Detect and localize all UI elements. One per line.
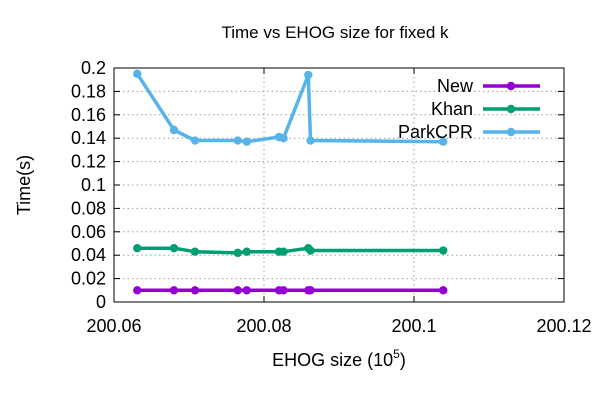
y-tick-label: 0.06 — [71, 222, 106, 242]
y-axis-label: Time(s) — [14, 155, 34, 215]
data-point-new — [279, 286, 288, 295]
data-point-khan — [169, 243, 179, 253]
series-parkcpr — [133, 69, 448, 146]
legend-label-khan: Khan — [431, 99, 473, 119]
data-point-parkcpr — [306, 136, 315, 145]
data-point-parkcpr — [242, 137, 251, 146]
data-point-new — [169, 286, 179, 295]
y-tick-label: 0.04 — [71, 245, 106, 265]
data-point-parkcpr — [133, 69, 142, 79]
x-tick-label: 200.06 — [86, 316, 141, 336]
x-axis-label: EHOG size (105) — [272, 347, 406, 370]
y-tick-label: 0.12 — [71, 152, 106, 172]
y-tick-label: 0.16 — [71, 105, 106, 125]
series-new — [133, 286, 448, 295]
y-tick-label: 0 — [96, 292, 106, 312]
y-tick-label: 0.02 — [71, 269, 106, 289]
data-point-khan — [279, 247, 288, 256]
y-tick-label: 0.14 — [71, 128, 106, 148]
y-tick-label: 0.2 — [81, 58, 106, 78]
data-point-parkcpr — [439, 137, 448, 146]
data-point-khan — [190, 247, 200, 256]
data-point-khan — [242, 247, 251, 256]
data-point-khan — [306, 246, 315, 255]
data-point-khan — [133, 243, 142, 253]
series-line-parkcpr — [135, 72, 444, 144]
legend: New Khan ParkCPR — [398, 76, 540, 142]
data-point-parkcpr — [233, 136, 242, 145]
y-tick-label: 0.1 — [81, 175, 106, 195]
data-point-new — [190, 286, 200, 295]
data-point-parkcpr — [190, 136, 200, 145]
grid-lines — [114, 68, 564, 302]
y-tick-label: 0.08 — [71, 198, 106, 218]
series-line-khan — [137, 246, 444, 255]
x-axis-label-close: ) — [400, 350, 406, 370]
data-point-new — [242, 286, 251, 295]
data-point-parkcpr — [304, 70, 313, 80]
x-tick-label: 200.1 — [391, 316, 436, 336]
chart-title: Time vs EHOG size for fixed k — [221, 23, 449, 42]
x-axis-label-exponent: 5 — [393, 347, 400, 361]
series-khan — [133, 243, 448, 258]
data-point-parkcpr — [169, 125, 179, 135]
legend-label-new: New — [437, 76, 474, 96]
x-tick-label: 200.08 — [236, 316, 291, 336]
legend-marker-new — [506, 81, 516, 91]
y-tick-label: 0.18 — [71, 81, 106, 101]
legend-marker-parkcpr — [506, 127, 516, 137]
data-point-khan — [233, 248, 242, 258]
x-axis-label-main: EHOG size (10 — [272, 350, 393, 370]
legend-label-parkcpr: ParkCPR — [398, 122, 473, 142]
legend-marker-khan — [506, 104, 516, 114]
data-point-new — [133, 286, 142, 295]
x-tick-label: 200.12 — [536, 316, 591, 336]
data-point-new — [233, 286, 242, 295]
data-point-parkcpr — [279, 134, 288, 143]
data-point-new — [306, 286, 315, 295]
data-point-khan — [439, 246, 448, 255]
axis-ticks: 0 0.02 0.04 0.06 0.08 0.1 0.12 0.14 0.16 0.18 0.2 2… — [71, 58, 592, 336]
series-group — [133, 69, 448, 295]
data-point-new — [439, 286, 448, 295]
